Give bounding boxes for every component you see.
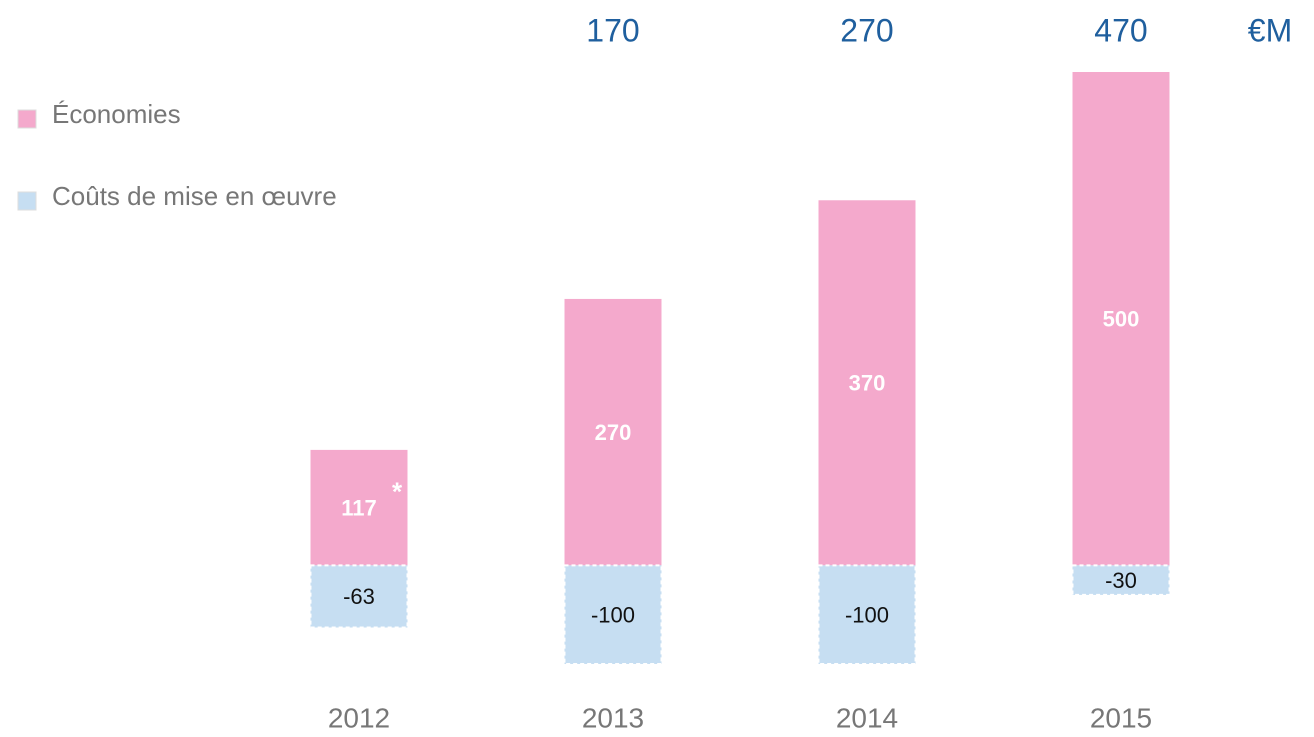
- value-label: -100: [845, 602, 889, 627]
- bar: [563, 564, 663, 665]
- bar: [310, 449, 408, 566]
- value-label: 370: [849, 371, 886, 396]
- net-label: 270: [840, 12, 893, 48]
- value-label: 500: [1103, 306, 1140, 331]
- x-tick-label: 2015: [1090, 702, 1152, 733]
- value-label: -100: [591, 602, 635, 627]
- bar: [1071, 564, 1171, 596]
- bar: [817, 564, 917, 665]
- legend-swatch: [17, 109, 37, 129]
- value-label: 117: [341, 495, 377, 520]
- x-tick-label: 2013: [582, 702, 644, 733]
- x-tick-label: 2012: [328, 702, 390, 733]
- bar: [818, 200, 916, 566]
- unit-label: €M: [1248, 12, 1292, 48]
- annotation: *: [392, 476, 403, 506]
- net-label: 470: [1094, 12, 1147, 48]
- value-label: -30: [1105, 568, 1137, 593]
- bar: [309, 564, 409, 629]
- value-label: 270: [595, 420, 632, 445]
- legend-label: Économies: [52, 99, 181, 129]
- x-tick-label: 2014: [836, 702, 898, 733]
- legend-label: Coûts de mise en œuvre: [52, 181, 337, 211]
- bar: [1072, 72, 1170, 566]
- bar: [564, 298, 662, 566]
- value-label: -63: [343, 584, 375, 609]
- legend-swatch: [17, 191, 37, 211]
- net-label: 170: [586, 12, 639, 48]
